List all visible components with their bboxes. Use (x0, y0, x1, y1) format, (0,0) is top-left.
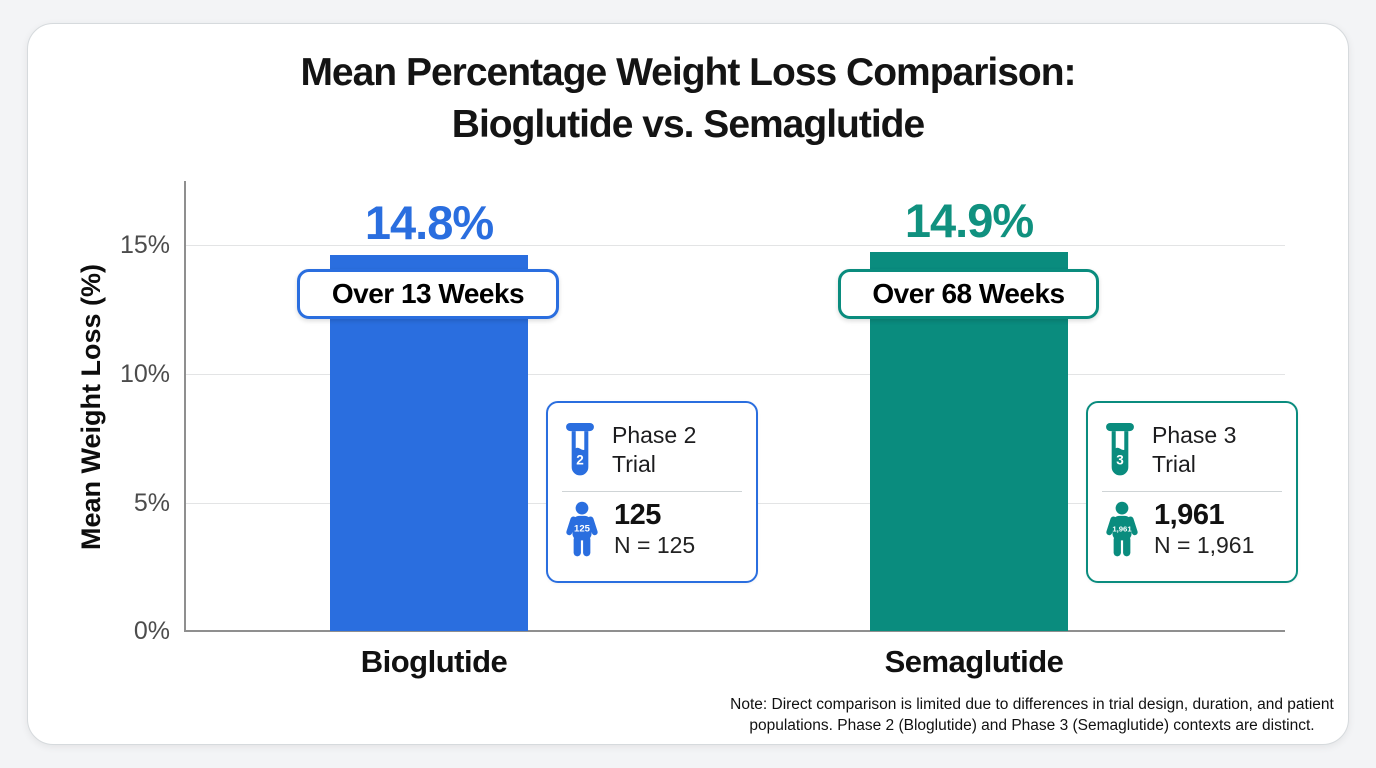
n-label: N = 125 (614, 532, 696, 558)
gridline-10pct (186, 374, 1285, 375)
trial-card-bioglutide: 2 Phase 2 Trial 1 (546, 401, 758, 583)
test-tube-icon: 3 (1102, 422, 1138, 478)
trial-phase-row: 2 Phase 2 Trial (562, 413, 742, 487)
y-tick-0: 0% (133, 617, 170, 645)
trial-n-row: 1,961 1,961 N = 1,961 (1102, 499, 1282, 559)
y-axis-title: Mean Weight Loss (%) (76, 263, 106, 551)
x-axis-line (184, 630, 1285, 632)
n-column: 125 N = 125 (614, 499, 695, 559)
y-tick-15: 15% (119, 231, 170, 259)
y-axis-line (184, 181, 186, 631)
trial-card-semaglutide: 3 Phase 3 Trial 1 (1086, 401, 1298, 583)
tube-number-label: 3 (1116, 452, 1124, 467)
chart-title-line2: Bioglutide vs. Semaglutide (451, 103, 925, 146)
category-label-semaglutide: Semaglutide (884, 644, 1064, 679)
category-label-bioglutide: Bioglutide (360, 644, 508, 679)
duration-badge-semaglutide: Over 68 Weeks (838, 269, 1099, 319)
n-column: 1,961 N = 1,961 (1154, 499, 1254, 559)
tube-number-label: 2 (576, 452, 584, 467)
n-label: N = 1,961 (1154, 532, 1255, 558)
trial-phase-row: 3 Phase 3 Trial (1102, 413, 1282, 487)
n-value: 125 (614, 499, 661, 531)
footnote: Note: Direct comparison is limited due t… (700, 695, 1364, 736)
footnote-line1: Note: Direct comparison is limited due t… (730, 696, 1334, 713)
value-label-semaglutide: 14.9% (904, 194, 1034, 247)
duration-badge-bioglutide: Over 13 Weeks (297, 269, 559, 319)
trial-n-row: 125 125 N = 125 (562, 499, 742, 559)
phase-line2: Trial (1152, 451, 1196, 477)
person-icon: 1,961 (1102, 501, 1142, 558)
value-label-bioglutide: 14.8% (364, 196, 494, 249)
card-divider (1102, 491, 1282, 492)
phase-line1: Phase 2 (612, 422, 697, 448)
chart-title: Mean Percentage Weight Loss Comparison: … (28, 47, 1348, 151)
gridline-15pct (186, 245, 1285, 246)
footnote-line2: populations. Phase 2 (Bloglutide) and Ph… (749, 716, 1315, 734)
n-value: 1,961 (1154, 499, 1225, 531)
test-tube-icon: 2 (562, 422, 598, 478)
chart-card: Mean Percentage Weight Loss Comparison: … (27, 23, 1349, 745)
phase-text: Phase 3 Trial (1152, 421, 1236, 479)
card-divider (562, 491, 742, 492)
person-icon: 125 (562, 501, 602, 558)
y-tick-10: 10% (119, 360, 170, 388)
person-number-label: 125 (574, 523, 591, 534)
y-tick-5: 5% (133, 489, 170, 517)
phase-text: Phase 2 Trial (612, 421, 696, 479)
phase-line1: Phase 3 (1152, 422, 1237, 448)
chart-title-line1: Mean Percentage Weight Loss Comparison: (300, 51, 1076, 94)
person-number-label: 1,961 (1112, 524, 1132, 533)
phase-line2: Trial (612, 451, 656, 477)
